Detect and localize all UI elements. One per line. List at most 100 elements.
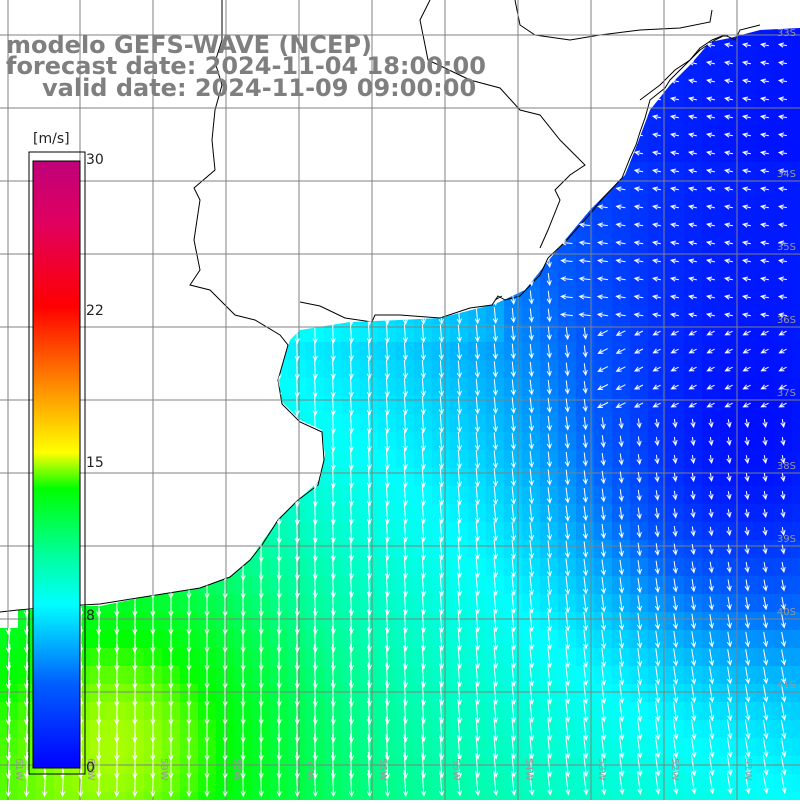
wind-cell [0,792,19,800]
wind-arrow [741,150,752,156]
wind-arrow [492,485,499,506]
wind-arrow [762,719,769,740]
wind-arrow [294,501,300,526]
wind-arrow [582,345,588,358]
wind-arrow [780,579,786,592]
wind-arrow [600,506,606,521]
wind-arrow [456,396,462,415]
wind-cell [756,792,775,800]
wind-arrow [348,341,354,362]
wind-arrow [582,470,588,485]
wind-arrow [564,380,570,395]
wind-cell [54,792,73,800]
wind-arrow [312,643,318,672]
wind-arrow [762,773,769,795]
wind-arrow [528,540,535,560]
wind-arrow [690,454,696,465]
lat-label: 35S [777,242,796,253]
lon-label: 60W [85,758,96,781]
wind-arrow [652,384,661,390]
wind-cell [792,684,800,703]
wind-arrow [744,419,750,429]
wind-cell [738,792,757,800]
wind-cell [72,792,91,800]
wind-arrow [438,324,444,343]
wind-arrow [546,540,553,559]
wind-arrow [705,204,716,210]
wind-arrow [670,402,679,408]
wind-arrow [330,412,336,435]
wind-arrow [762,562,768,573]
wind-arrow [651,258,662,264]
wind-arrow [114,769,120,798]
wind-arrow [583,718,589,741]
wind-arrow [723,186,734,192]
wind-arrow [652,366,661,372]
wind-arrow [633,186,644,192]
wind-cell [756,28,775,37]
wind-arrow [673,736,679,759]
lat-label: 37S [777,388,796,399]
wind-arrow [762,509,768,519]
wind-arrow [741,60,752,66]
wind-cell [792,432,800,451]
wind-arrow [654,525,660,538]
wind-arrow [330,590,336,617]
wind-arrow [420,395,426,416]
wind-arrow [564,558,571,577]
wind-arrow [669,186,680,192]
wind-arrow [474,467,481,488]
wind-arrow [778,384,787,390]
wind-arrow [654,595,661,612]
wind-arrow [564,505,570,522]
wind-arrow [741,258,752,264]
wind-arrow [312,679,318,708]
wind-arrow [690,561,696,574]
wind-arrow [618,489,624,502]
wind-arrow [669,204,680,210]
lon-label: 61W [13,758,24,781]
wind-arrow [583,700,589,723]
wind-arrow [687,222,698,228]
wind-arrow [670,366,679,372]
wind-arrow [741,132,752,138]
wind-arrow [615,312,626,318]
wind-arrow [709,684,715,703]
wind-arrow [564,434,570,449]
wind-arrow [615,222,626,228]
wind-arrow [690,613,697,630]
wind-arrow [330,715,336,744]
wind-arrow [655,772,661,795]
wind-arrow [186,770,192,798]
wind-arrow [492,379,498,397]
wind-arrow [726,437,732,447]
wind-arrow [384,769,391,798]
wind-arrow [723,114,734,120]
wind-arrow [546,629,553,651]
wind-arrow [762,596,768,611]
wind-arrow [456,503,463,524]
wind-arrow [744,562,750,574]
wind-arrow [744,702,751,722]
wind-arrow [564,629,571,650]
wind-cell [792,612,800,631]
wind-arrow [420,323,426,344]
lat-label: 36S [777,315,796,326]
wind-arrow [578,222,591,228]
wind-arrow [619,665,625,686]
wind-arrow [456,521,463,543]
wind-arrow [651,186,662,192]
wind-arrow [582,576,589,595]
wind-arrow [510,575,517,596]
wind-arrow [597,222,608,228]
wind-arrow [690,472,696,483]
wind-arrow [456,324,462,343]
wind-cell [594,792,613,800]
wind-arrow [726,509,732,519]
wind-arrow [597,204,608,210]
wind-arrow [690,508,696,519]
wind-arrow [708,561,714,574]
wind-arrow [348,502,354,526]
wind-arrow [294,679,300,708]
wind-arrow [780,437,786,447]
